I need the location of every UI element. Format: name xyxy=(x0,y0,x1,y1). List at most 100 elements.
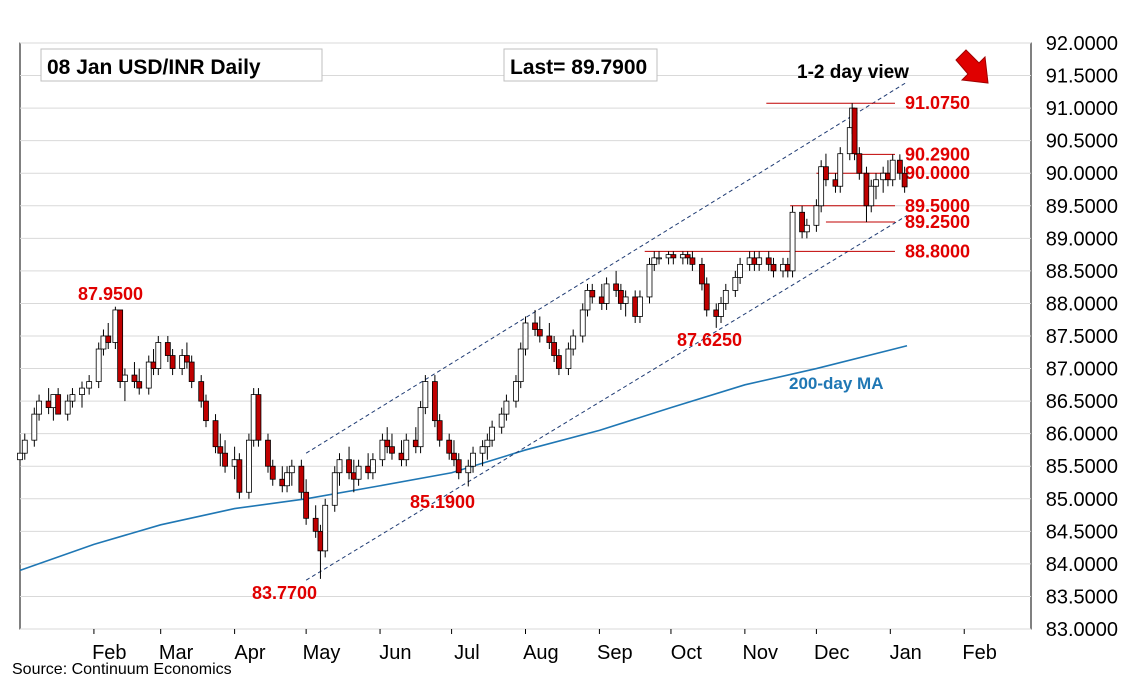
y-tick-label: 90.0000 xyxy=(1046,163,1118,185)
candle-body xyxy=(169,355,176,369)
level-label: 89.2500 xyxy=(905,212,970,232)
last-value: Last= 89.7900 xyxy=(510,56,647,79)
candle-body xyxy=(322,504,329,552)
view-label: 1-2 day view xyxy=(797,62,909,83)
candle-body xyxy=(856,153,863,174)
candle-body xyxy=(36,400,42,415)
y-tick-label: 90.5000 xyxy=(1046,131,1118,153)
candle-body xyxy=(651,257,658,265)
candle-body xyxy=(346,459,352,474)
candle-body xyxy=(598,296,605,304)
y-tick-label: 84.0000 xyxy=(1046,554,1118,576)
candle-body xyxy=(95,348,102,382)
annotation-label: 87.6250 xyxy=(677,330,742,350)
y-tick-label: 83.0000 xyxy=(1046,619,1118,641)
candle-body xyxy=(880,172,887,181)
candle-body xyxy=(579,309,586,337)
candle-body xyxy=(503,400,510,415)
candle-body xyxy=(689,257,696,265)
x-tick-label: Jan xyxy=(890,642,922,664)
candle-body xyxy=(17,452,23,461)
candle-body xyxy=(136,381,143,389)
annotations: 87.9500 83.7700 85.1900 87.6250 xyxy=(78,284,742,603)
candle-body xyxy=(901,172,908,188)
candle-body xyxy=(303,491,310,519)
candle-body xyxy=(446,439,453,454)
candle-body xyxy=(737,263,743,278)
candle-body xyxy=(255,394,262,441)
channel-upper-line xyxy=(305,81,908,454)
candle-body xyxy=(212,420,219,448)
candle-body xyxy=(188,361,195,382)
candle-body xyxy=(412,439,419,448)
candle-body xyxy=(164,342,171,356)
candle-body xyxy=(703,283,710,311)
candle-body xyxy=(365,465,372,474)
candle-body xyxy=(246,439,252,493)
y-tick-label: 87.5000 xyxy=(1046,326,1118,348)
candle-body xyxy=(484,439,491,448)
candle-body xyxy=(389,446,395,454)
candle-body xyxy=(398,452,405,461)
level-label: 90.2900 xyxy=(905,144,970,164)
candle-body xyxy=(217,446,224,454)
candle-body xyxy=(622,296,629,304)
level-label: 91.0750 xyxy=(905,93,970,113)
x-tick-label: Dec xyxy=(814,642,850,664)
candle-body xyxy=(336,459,343,474)
candle-body xyxy=(417,407,424,448)
candle-body xyxy=(570,335,577,350)
candle-body xyxy=(889,159,896,181)
y-axis: 92.0000 91.5000 91.0000 90.5000 90.0000 89.50… xyxy=(1046,33,1118,641)
candle-body xyxy=(355,465,362,480)
candle-body xyxy=(896,159,903,174)
candle-body xyxy=(751,257,758,265)
candle-body xyxy=(284,472,290,487)
candle-body xyxy=(846,127,853,155)
ma-200-line xyxy=(19,344,908,572)
candle-body xyxy=(513,381,519,402)
candle-body xyxy=(350,472,357,480)
ma-layer xyxy=(19,344,908,572)
candle-body xyxy=(150,361,157,369)
candle-body xyxy=(684,254,691,259)
x-axis: Feb Mar Apr May Jun Jul Aug Sep Oct Nov Dec Jan Feb xyxy=(92,629,997,664)
chart-title: 08 Jan USD/INR Daily xyxy=(47,56,261,79)
candle-body xyxy=(69,394,76,402)
candle-body xyxy=(184,355,190,363)
y-tick-label: 91.5000 xyxy=(1046,66,1118,88)
candle-body xyxy=(198,381,205,402)
y-tick-label: 85.5000 xyxy=(1046,456,1118,478)
candle-body xyxy=(517,348,524,382)
level-label: 88.8000 xyxy=(905,241,970,261)
candle-body xyxy=(617,290,624,304)
candle-body xyxy=(873,179,879,187)
candle-body xyxy=(784,263,791,272)
source-note: Source: Continuum Economics xyxy=(12,661,232,678)
candle-body xyxy=(546,335,553,343)
x-tick-label: May xyxy=(303,642,341,664)
candle-body xyxy=(799,211,805,233)
candle-body xyxy=(679,254,686,259)
candle-body xyxy=(770,263,777,272)
candle-body xyxy=(823,166,829,181)
x-tick-label: Sep xyxy=(597,642,633,664)
candle-body xyxy=(179,355,186,369)
candle-body xyxy=(803,224,810,233)
candle-body xyxy=(100,335,107,350)
y-tick-label: 88.5000 xyxy=(1046,261,1118,283)
candle-body xyxy=(589,290,596,298)
candle-body xyxy=(722,290,729,304)
candles xyxy=(17,103,908,579)
candle-body xyxy=(746,257,753,265)
candle-body xyxy=(384,439,391,448)
y-tick-label: 92.0000 xyxy=(1046,33,1118,55)
ma-label: 200-day MA xyxy=(789,374,883,393)
candle-body xyxy=(780,263,786,272)
candle-body xyxy=(632,296,639,317)
candle-body xyxy=(536,329,543,337)
x-tick-label: Aug xyxy=(523,642,559,664)
candle-body xyxy=(79,387,85,396)
candle-body xyxy=(250,394,257,441)
